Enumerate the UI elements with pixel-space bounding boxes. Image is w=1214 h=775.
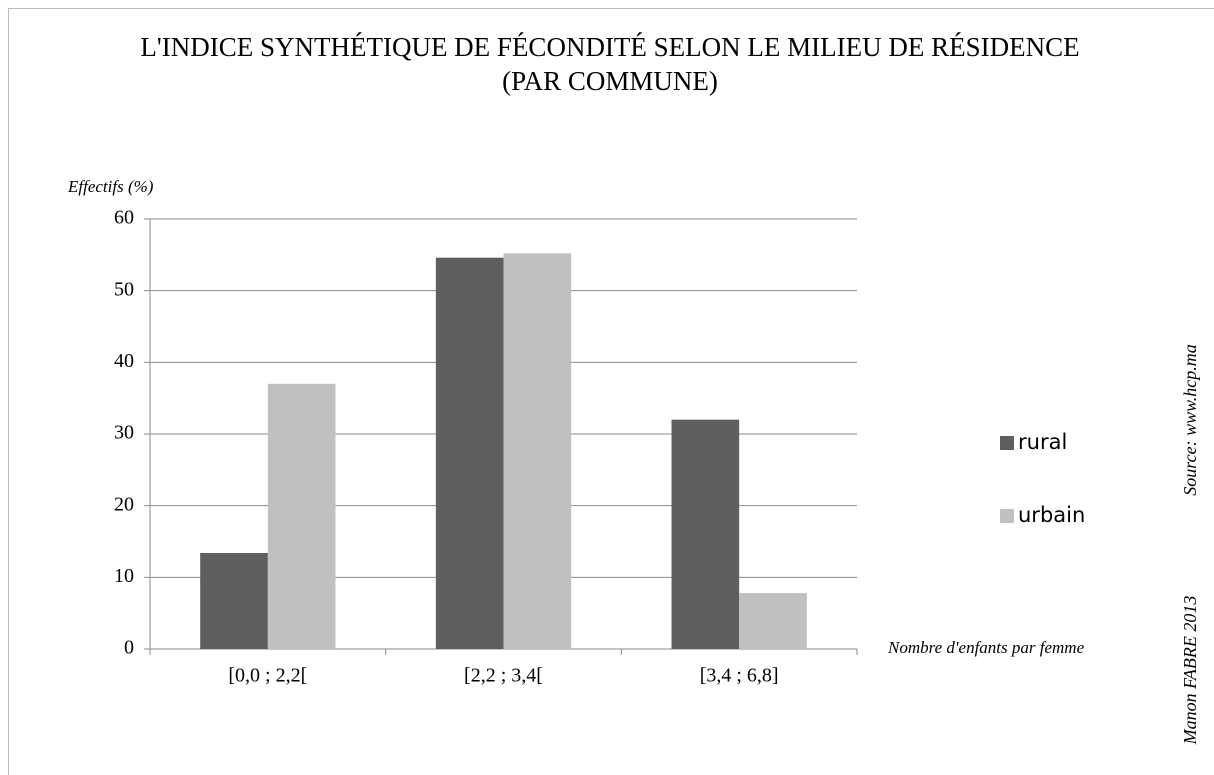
legend-label: urbain (1018, 503, 1085, 527)
legend-swatch (1000, 436, 1014, 450)
y-tick-label: 10 (114, 565, 134, 587)
y-tick-label: 30 (114, 422, 134, 444)
bar (739, 593, 807, 649)
x-axis-label: Nombre d'enfants par femme (888, 638, 1085, 657)
author-note: Manon FABRE 2013 (1180, 596, 1200, 746)
bar (671, 419, 740, 649)
source-note: Source: www.hcp.ma (1180, 344, 1200, 495)
chart-border (8, 8, 1214, 775)
y-tick-label: 60 (114, 207, 134, 229)
bar (503, 253, 572, 649)
y-tick-label: 50 (114, 278, 134, 300)
bar (200, 552, 268, 649)
bar (267, 383, 336, 649)
x-tick-label: [0,0 ; 2,2[ (228, 665, 307, 687)
legend-label: rural (1018, 430, 1067, 454)
bar (435, 257, 504, 649)
x-tick-label: [2,2 ; 3,4[ (464, 665, 543, 687)
chart-title: L'INDICE SYNTHÉTIQUE DE FÉCONDITÉ SELON … (140, 32, 1080, 96)
y-tick-label: 20 (114, 493, 134, 515)
y-tick-label: 0 (124, 637, 134, 659)
y-tick-label: 40 (114, 350, 134, 372)
y-axis-label: Effectifs (%) (67, 177, 154, 196)
legend-swatch (1000, 509, 1014, 523)
x-tick-label: [3,4 ; 6,8] (700, 665, 779, 687)
